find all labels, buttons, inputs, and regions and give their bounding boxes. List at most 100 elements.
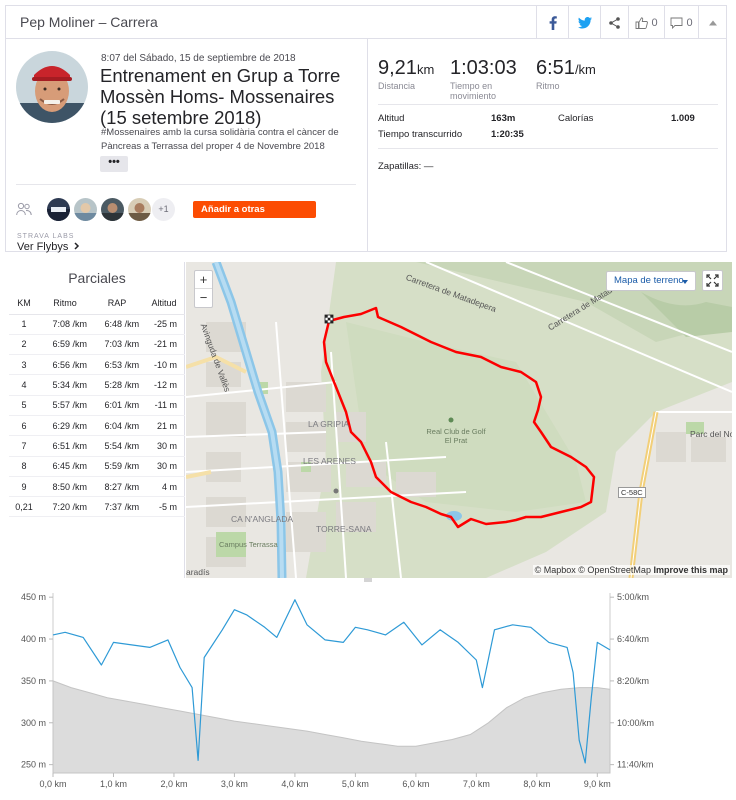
more-athletes-count[interactable]: +1	[152, 198, 175, 221]
zoom-in-button[interactable]: +	[195, 271, 212, 289]
split-gap-cell: 6:04 /km	[91, 415, 144, 437]
y-tick-label: 450 m	[21, 592, 46, 602]
split-row[interactable]: 9 8:50 /km 8:27 /km 4 m	[9, 476, 185, 498]
add-others-button[interactable]: Añadir a otras personas	[193, 201, 316, 232]
split-elev-cell: 30 m	[143, 456, 185, 477]
split-row[interactable]: 3 6:56 /km 6:53 /km -10 m	[9, 354, 185, 376]
x-tick-label: 5,0 km	[342, 779, 369, 789]
x-tick-label: 8,0 km	[523, 779, 550, 789]
split-row[interactable]: 2 6:59 /km 7:03 /km -21 m	[9, 334, 185, 356]
pace-unit: /km	[574, 62, 596, 77]
column-header: KM	[9, 292, 39, 315]
kudos-button[interactable]: 0	[628, 6, 664, 39]
group-athletes-icon	[16, 202, 32, 216]
athlete-avatar[interactable]	[16, 51, 88, 123]
split-gap-cell: 6:48 /km	[91, 314, 144, 335]
group-athlete-avatar[interactable]	[128, 198, 151, 221]
chevron-down-icon	[682, 280, 688, 284]
elapsed-time-label: Tiempo transcurrido	[378, 129, 463, 140]
split-gap-cell: 6:53 /km	[91, 354, 144, 376]
split-pace-cell: 6:59 /km	[39, 334, 92, 356]
x-tick-label: 2,0 km	[160, 779, 187, 789]
y2-tick-label: 11:40/km	[617, 760, 653, 770]
flybys-link[interactable]: Ver Flybys	[17, 241, 80, 253]
split-pace-cell: 7:08 /km	[39, 314, 92, 335]
split-gap-cell: 7:03 /km	[91, 334, 144, 356]
x-tick-label: 1,0 km	[100, 779, 127, 789]
group-athlete-avatar[interactable]	[47, 198, 70, 221]
improve-map-link[interactable]: Improve this map	[653, 565, 728, 575]
collapse-button[interactable]	[698, 6, 726, 39]
activity-title: Entrenament en Grup a Torre Mossèn Homs-…	[100, 65, 341, 128]
x-tick-label: 4,0 km	[281, 779, 308, 789]
moving-time-stat: 1:03:03 Tiempo en movimiento	[450, 57, 517, 101]
map-label: Real Club de Golf El Prat	[426, 427, 486, 445]
group-athlete-avatar[interactable]	[74, 198, 97, 221]
comments-count: 0	[686, 16, 693, 29]
split-elev-cell: -5 m	[143, 496, 185, 518]
split-row[interactable]: 5 5:57 /km 6:01 /km -11 m	[9, 395, 185, 416]
stats-panel: 9,21km Distancia 1:03:03 Tiempo en movim…	[367, 39, 726, 251]
strava-labs-label: STRAVA LABS	[17, 233, 75, 240]
comments-button[interactable]: 0	[664, 6, 698, 39]
split-elev-cell: -11 m	[143, 395, 185, 416]
split-row[interactable]: 4 5:34 /km 5:28 /km -12 m	[9, 374, 185, 396]
splits-panel: Parciales KM Ritmo RAP Altitud 1 7:08 /km…	[9, 262, 185, 578]
split-gap-cell: 5:59 /km	[91, 456, 144, 477]
divider	[378, 104, 718, 105]
group-athlete-avatar[interactable]	[101, 198, 124, 221]
twitter-share-button[interactable]	[568, 6, 600, 39]
split-row[interactable]: 6 6:29 /km 6:04 /km 21 m	[9, 415, 185, 437]
map-label: CA N'ANGLADA	[231, 514, 294, 524]
split-km-cell: 4	[9, 374, 39, 396]
share-icon	[609, 16, 620, 29]
split-row[interactable]: 0,21 7:20 /km 7:37 /km -5 m	[9, 496, 185, 518]
more-actions-button[interactable]: •••	[100, 156, 128, 172]
split-pace-cell: 7:20 /km	[39, 496, 92, 518]
calories-label: Calorías	[558, 113, 594, 124]
distance-label: Distancia	[378, 81, 416, 91]
x-tick-label: 9,0 km	[584, 779, 611, 789]
elevation-label: Altitud	[378, 113, 405, 124]
expand-icon	[706, 274, 719, 287]
pace-label: Ritmo	[536, 81, 560, 91]
map-label: Parc del No	[690, 429, 732, 439]
zoom-out-button[interactable]: −	[199, 290, 208, 305]
split-pace-cell: 5:57 /km	[39, 395, 92, 416]
fullscreen-button[interactable]	[702, 270, 723, 291]
activity-description: #Mossenaires amb la cursa solidària cont…	[101, 127, 339, 152]
elevation-value: 163m	[491, 113, 516, 124]
chart-canvas: 450 m 400 m 350 m 300 m 250 m 5:00/km 6:40/km 8…	[21, 592, 654, 789]
map-label: Campus Terrassa	[219, 540, 278, 549]
shoes-label: Zapatillas: —	[378, 161, 434, 172]
elapsed-time-value: 1:20:35	[491, 129, 524, 140]
flybys-label: Ver Flybys	[17, 241, 69, 253]
split-row[interactable]: 7 6:51 /km 5:54 /km 30 m	[9, 435, 185, 457]
split-gap-cell: 7:37 /km	[91, 496, 144, 518]
split-elev-cell: -21 m	[143, 334, 185, 356]
split-elev-cell: -25 m	[143, 314, 185, 335]
resize-handle[interactable]	[360, 577, 376, 583]
split-km-cell: 2	[9, 334, 39, 356]
elevation-pace-chart[interactable]: 450 m 400 m 350 m 300 m 250 m 5:00/km 6:40/km 8…	[0, 583, 736, 800]
map-label: aradís	[186, 567, 210, 577]
split-row[interactable]: 1 7:08 /km 6:48 /km -25 m	[9, 314, 185, 335]
split-pace-cell: 6:29 /km	[39, 415, 92, 437]
thumbs-up-icon	[635, 16, 649, 29]
y2-tick-label: 8:20/km	[617, 676, 649, 686]
page-title: Pep Moliner – Carrera	[20, 14, 158, 30]
pace-stat: 6:51/km Ritmo	[536, 57, 596, 91]
split-km-cell: 9	[9, 476, 39, 498]
split-km-cell: 7	[9, 435, 39, 457]
moving-time-label: Tiempo en movimiento	[450, 81, 497, 101]
share-button[interactable]	[600, 6, 628, 39]
split-km-cell: 0,21	[9, 496, 39, 518]
facebook-share-button[interactable]	[536, 6, 568, 39]
y-tick-label: 400 m	[21, 634, 46, 644]
route-map[interactable]: Carretera de Matadepera Carretera de Mat…	[186, 262, 732, 578]
split-row[interactable]: 8 6:45 /km 5:59 /km 30 m	[9, 456, 185, 477]
map-type-select[interactable]: Mapa de terreno	[606, 271, 696, 291]
activity-card: Pep Moliner – Carrera 0 0	[5, 5, 727, 253]
y-tick-label: 350 m	[21, 676, 46, 686]
pace-value: 6:51	[536, 57, 575, 79]
